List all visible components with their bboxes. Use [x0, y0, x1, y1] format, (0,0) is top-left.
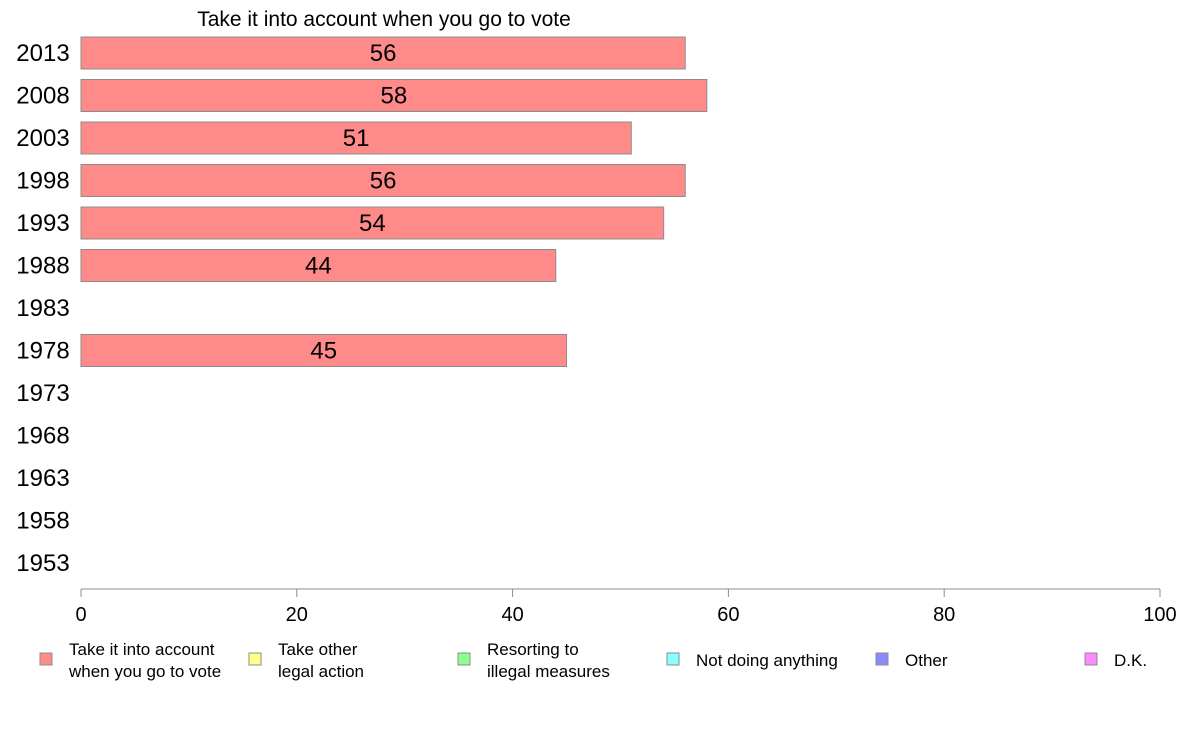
category-label-1978: 1978	[16, 338, 69, 365]
category-label-1958: 1958	[16, 508, 69, 535]
category-label-2013: 2013	[16, 40, 69, 67]
legend-label-line-1: legal action	[278, 662, 364, 681]
category-label-1973: 1973	[16, 380, 69, 407]
legend-label-line-0: Take it into account	[69, 640, 215, 659]
x-tick-label-20: 20	[286, 604, 308, 626]
legend-item-3: Not doing anything	[666, 651, 838, 670]
legend-item-4: Other	[875, 651, 948, 670]
bar-1978	[80, 334, 568, 367]
legend-label-line-0: Take other	[278, 640, 358, 659]
bar-1998	[80, 164, 686, 197]
data-label-1998: 56	[370, 168, 397, 195]
legend-swatch	[457, 652, 471, 666]
bar-2008	[80, 79, 708, 112]
chart-title: Take it into account when you go to vote	[197, 8, 571, 31]
category-label-1998: 1998	[16, 168, 69, 195]
legend-label: Other	[905, 651, 948, 670]
legend-label-line-1: illegal measures	[487, 662, 610, 681]
data-label-1993: 54	[359, 210, 386, 237]
x-tick-label-0: 0	[75, 604, 86, 626]
legend-item-0: Take it into account when you go to vote	[39, 640, 221, 681]
legend-label: Not doing anything	[696, 651, 838, 670]
category-label-2008: 2008	[16, 83, 69, 110]
legend-swatch	[875, 652, 889, 666]
data-label-1988: 44	[305, 253, 332, 280]
bar-2003	[80, 121, 632, 155]
x-tick-label-40: 40	[501, 604, 523, 626]
legend-item-2: Resorting to illegal measures	[457, 640, 610, 681]
data-label-2003: 51	[343, 125, 370, 152]
category-label-1968: 1968	[16, 423, 69, 450]
legend-label-line-1: when you go to vote	[68, 662, 221, 681]
x-tick-label-60: 60	[717, 604, 739, 626]
bar-2013	[80, 36, 686, 70]
legend-swatch	[666, 652, 680, 666]
legend-swatch	[39, 652, 53, 666]
legend-item-1: Take other legal action	[248, 640, 364, 681]
data-label-2008: 58	[381, 83, 408, 110]
legend-label-line-0: Resorting to	[487, 640, 579, 659]
category-label-1953: 1953	[16, 550, 69, 577]
x-tick-label-80: 80	[933, 604, 955, 626]
data-label-2013: 56	[370, 40, 397, 67]
legend-swatch	[248, 652, 262, 666]
x-tick-label-100: 100	[1143, 604, 1176, 626]
category-label-1988: 1988	[16, 253, 69, 280]
data-label-1978: 45	[310, 338, 337, 365]
legend-label: D.K.	[1114, 651, 1147, 670]
bar-1993	[80, 206, 665, 240]
category-label-1993: 1993	[16, 210, 69, 237]
legend-swatch	[1084, 652, 1098, 666]
category-label-1963: 1963	[16, 465, 69, 492]
category-label-2003: 2003	[16, 125, 69, 152]
category-label-1983: 1983	[16, 295, 69, 322]
legend-item-5: D.K.	[1084, 651, 1147, 670]
bar-1988	[80, 249, 557, 282]
